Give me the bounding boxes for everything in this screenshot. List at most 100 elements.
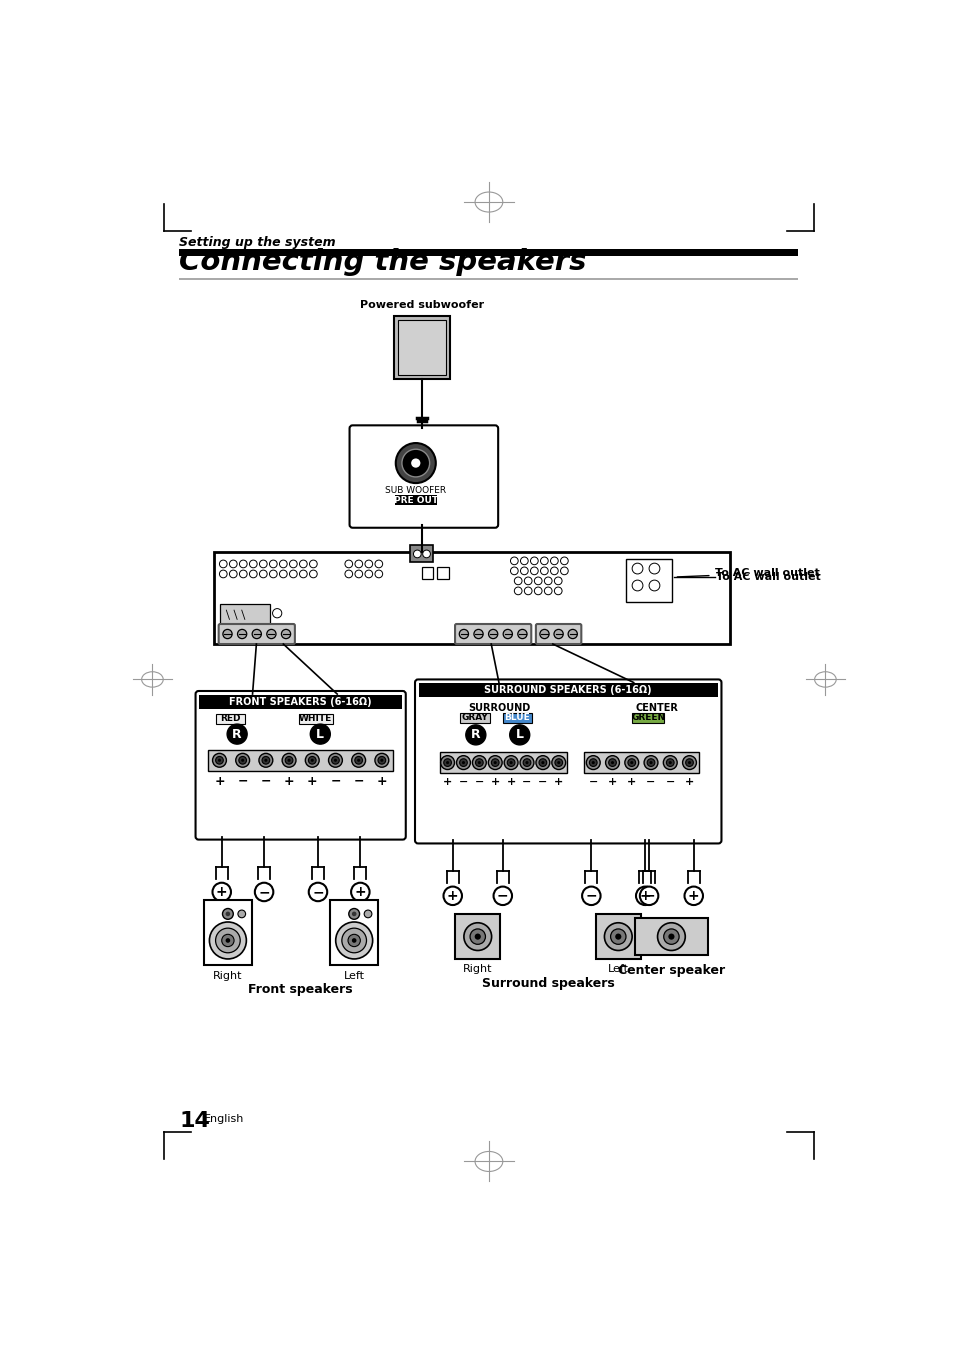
Circle shape [567,629,577,639]
Circle shape [269,570,277,578]
Circle shape [589,759,597,767]
Circle shape [310,724,330,744]
Circle shape [375,560,382,568]
Circle shape [365,570,373,578]
Circle shape [550,567,558,575]
Text: +: + [213,775,225,788]
Circle shape [443,887,461,905]
Circle shape [608,759,616,767]
Text: +: + [355,886,366,899]
Text: WHITE: WHITE [298,714,332,724]
Circle shape [289,560,297,568]
Bar [213,552,729,644]
Text: +: + [490,778,499,787]
Text: L: L [516,729,523,741]
Text: −: − [258,886,270,899]
Text: Left: Left [607,964,628,975]
Circle shape [282,753,295,767]
Text: +: + [446,888,458,903]
Circle shape [345,560,353,568]
Text: +: + [307,775,317,788]
Circle shape [311,759,314,761]
Circle shape [305,753,319,767]
Circle shape [355,570,362,578]
Text: +: + [506,778,516,787]
Text: +: + [554,778,563,787]
Circle shape [470,929,485,944]
Text: 14: 14 [179,1111,210,1131]
Text: Right: Right [213,971,242,981]
Circle shape [684,887,702,905]
Text: R: R [471,729,480,741]
Circle shape [581,887,600,905]
Text: BLUE: BLUE [504,713,530,722]
Text: SUB WOOFER: SUB WOOFER [385,486,446,495]
Circle shape [632,580,642,591]
Bar [625,559,672,602]
Circle shape [225,938,230,942]
Circle shape [328,753,342,767]
Circle shape [422,549,430,558]
Text: To AC wall outlet: To AC wall outlet [677,568,819,578]
Text: +: + [687,888,699,903]
Bar [179,278,798,279]
Text: GRAY: GRAY [461,713,488,722]
Text: PRE OUT: PRE OUT [394,495,437,505]
Text: +: + [626,778,636,787]
Circle shape [534,587,541,595]
Bar [298,714,333,724]
Circle shape [365,560,373,568]
Text: Left: Left [343,971,364,981]
Circle shape [229,560,237,568]
Circle shape [551,756,565,770]
Bar [208,749,393,771]
Circle shape [440,756,454,770]
Text: +: + [442,778,452,787]
Circle shape [456,756,470,770]
Text: Connecting the speakers: Connecting the speakers [179,248,586,275]
Text: −: − [642,888,654,903]
Circle shape [465,725,485,745]
Circle shape [524,576,532,585]
Circle shape [225,911,230,917]
Circle shape [475,759,482,767]
Circle shape [538,759,546,767]
Circle shape [507,759,515,767]
Circle shape [352,911,356,917]
Circle shape [334,759,336,761]
Bar [460,713,489,724]
Circle shape [630,761,633,764]
Circle shape [262,756,270,764]
Circle shape [477,761,480,764]
Bar [199,695,401,709]
Circle shape [289,570,297,578]
Bar [397,320,445,375]
Text: +: + [283,775,294,788]
Circle shape [509,725,529,745]
Circle shape [550,558,558,564]
Circle shape [355,756,362,764]
Circle shape [554,629,562,639]
Circle shape [267,629,275,639]
Circle shape [213,883,231,902]
Circle shape [488,629,497,639]
Circle shape [488,756,501,770]
FancyBboxPatch shape [349,425,497,528]
Circle shape [615,934,620,940]
Bar [634,918,707,954]
Text: Front speakers: Front speakers [248,983,353,996]
Circle shape [524,587,532,595]
Circle shape [279,560,287,568]
Circle shape [221,934,233,946]
FancyBboxPatch shape [415,679,720,844]
Circle shape [557,761,559,764]
Circle shape [273,609,281,618]
FancyBboxPatch shape [536,624,580,644]
FancyBboxPatch shape [218,624,294,644]
Circle shape [279,570,287,578]
Text: −: − [353,775,363,788]
Circle shape [503,756,517,770]
Circle shape [540,761,544,764]
Text: −: − [260,775,271,788]
Circle shape [352,753,365,767]
